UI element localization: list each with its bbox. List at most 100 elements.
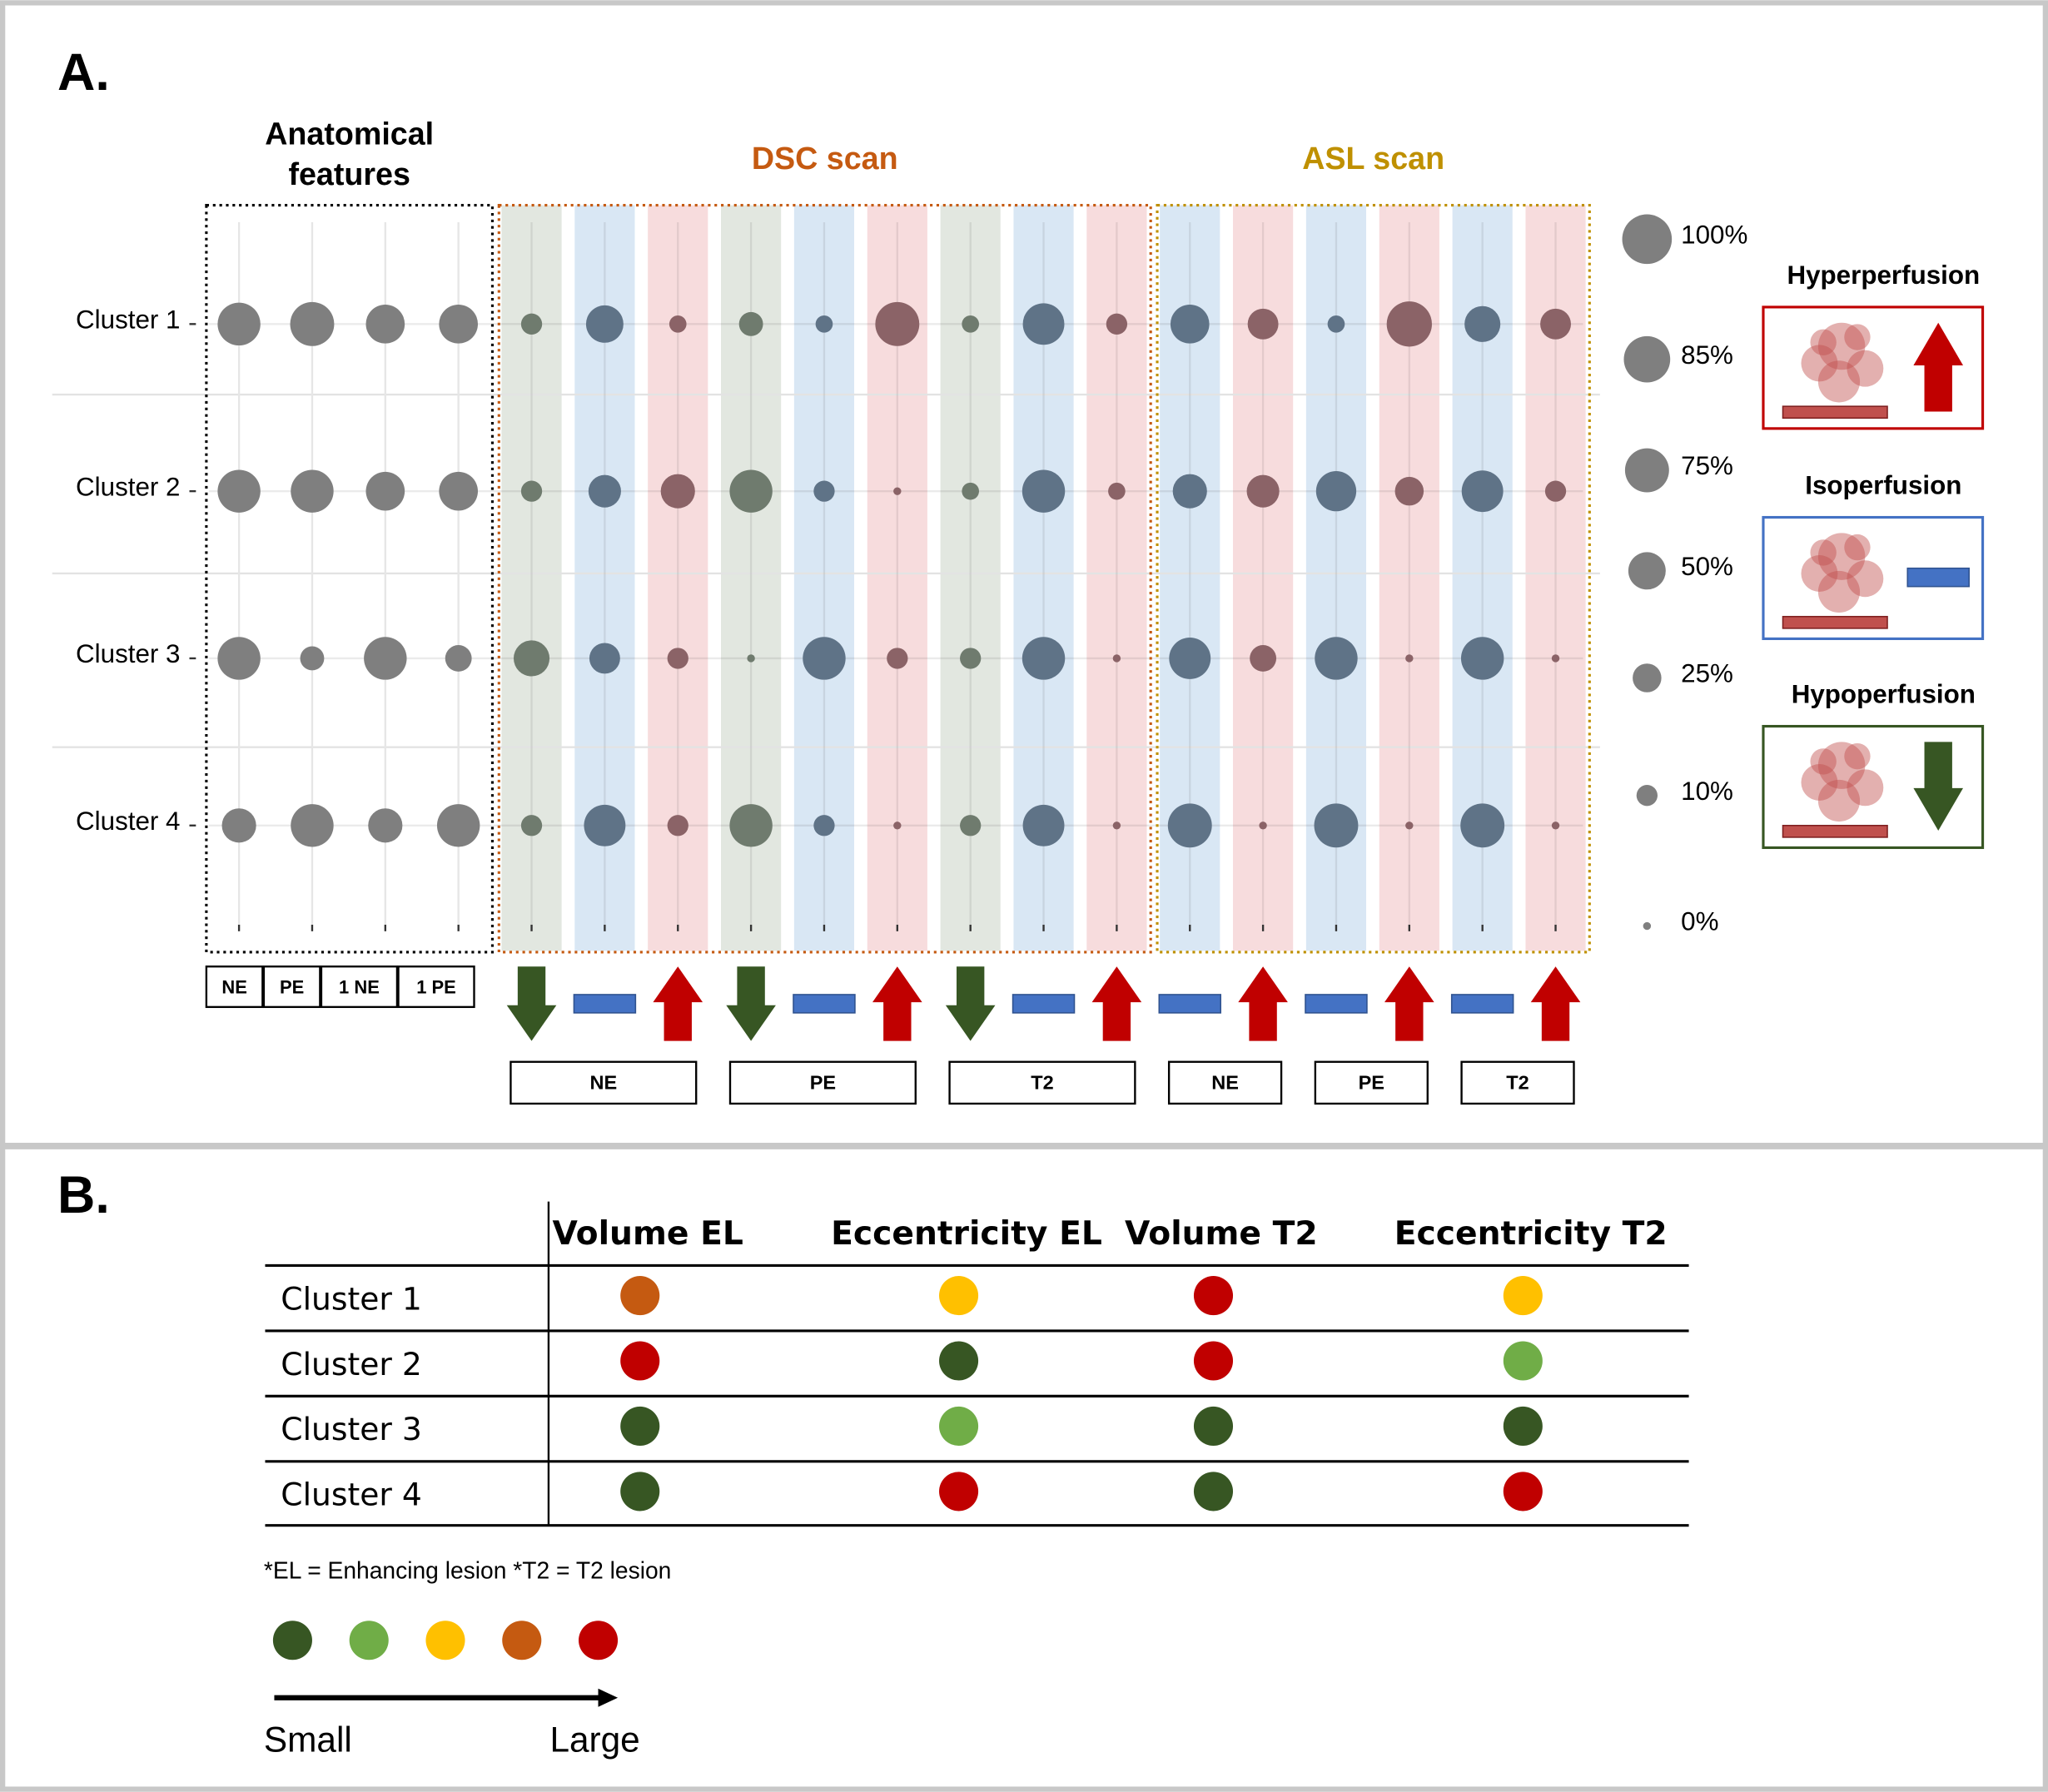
- bubble: [1247, 308, 1279, 340]
- bubble: [1169, 638, 1211, 679]
- up-arrow: [1238, 966, 1288, 1041]
- iso-bar: [573, 994, 637, 1014]
- column-label-box: [262, 965, 321, 1009]
- table-header: Volume EL: [552, 1215, 743, 1253]
- bubble: [960, 648, 982, 669]
- subgroup-box: [1314, 1060, 1429, 1105]
- bubble: [1167, 803, 1212, 848]
- bubble: [887, 648, 908, 669]
- group-box: [1156, 203, 1591, 954]
- iso-bar: [793, 994, 856, 1014]
- tumor-icon: [1844, 534, 1871, 561]
- bubble: [291, 469, 334, 513]
- tumor-icon: [1801, 345, 1838, 382]
- iso-bar: [1012, 994, 1076, 1014]
- bubble: [669, 315, 687, 333]
- column-label: NE: [221, 977, 247, 998]
- bubble: [439, 471, 478, 511]
- scale-dot: [502, 1621, 542, 1660]
- column-label-box: [320, 965, 399, 1009]
- bubble: [364, 637, 407, 680]
- bubble: [962, 482, 979, 500]
- bubble: [368, 808, 403, 843]
- table-dot: [1503, 1276, 1543, 1316]
- group-box: [497, 203, 1152, 954]
- column-label-box: [397, 965, 475, 1009]
- down-arrow: [945, 966, 996, 1041]
- iso-bar: [1305, 994, 1368, 1014]
- scale-dot: [272, 1621, 312, 1660]
- bubble: [1170, 305, 1210, 344]
- table-dot: [939, 1472, 979, 1512]
- size-legend-label: 100%: [1681, 220, 1747, 249]
- bubble: [1327, 315, 1345, 333]
- perfusion-legend-title: Isoperfusion: [1805, 471, 1961, 500]
- size-legend-label: 0%: [1681, 907, 1718, 936]
- bubble: [1022, 303, 1065, 345]
- bubble: [660, 474, 695, 509]
- footnote: *EL = Enhancing lesion *T2 = T2 lesion: [264, 1557, 671, 1584]
- table-dot: [1193, 1276, 1234, 1316]
- bubble: [1394, 476, 1424, 506]
- bubble: [439, 305, 478, 344]
- table-dot: [939, 1341, 979, 1381]
- table-row-label: Cluster 1: [281, 1280, 422, 1317]
- subgroup-label: NE: [1211, 1072, 1239, 1094]
- bubble: [667, 648, 688, 669]
- bubble: [1022, 804, 1065, 846]
- row-label: Cluster 1: [76, 305, 180, 334]
- bubble: [520, 313, 543, 335]
- table-row-label: Cluster 3: [281, 1411, 422, 1447]
- bubble: [1405, 822, 1414, 830]
- bubble: [1551, 654, 1560, 663]
- subgroup-box: [510, 1060, 698, 1105]
- table-dot: [1503, 1341, 1543, 1381]
- scale-dot: [349, 1621, 389, 1660]
- subgroup-label: T2: [1031, 1072, 1053, 1094]
- perfusion-legend-title: Hyperperfusion: [1787, 261, 1980, 290]
- table-dot: [1193, 1472, 1234, 1512]
- bubble: [291, 804, 334, 847]
- tumor-icon: [1817, 742, 1866, 789]
- up-arrow: [1091, 966, 1142, 1041]
- iso-bar: [1158, 994, 1221, 1014]
- tumor-icon: [1810, 329, 1837, 355]
- column-label-box: [205, 965, 264, 1009]
- panel-label: A.: [57, 43, 110, 102]
- table-header: Eccentricity EL: [831, 1215, 1102, 1253]
- tumor-icon: [1817, 322, 1866, 370]
- group-title: DSC scan: [752, 141, 898, 176]
- bubble: [217, 469, 261, 513]
- bubble: [893, 822, 902, 830]
- table-dot: [1503, 1406, 1543, 1446]
- tumor-icon: [1817, 360, 1861, 403]
- subgroup-box: [1167, 1060, 1283, 1105]
- bubble: [1112, 822, 1121, 830]
- bubble: [1108, 482, 1126, 500]
- scale-label: Small: [264, 1720, 352, 1759]
- subgroup-label: T2: [1506, 1072, 1529, 1094]
- down-arrow: [726, 966, 776, 1041]
- up-arrow: [1530, 966, 1581, 1041]
- bubble: [217, 302, 261, 346]
- table-dot: [620, 1341, 660, 1381]
- size-legend-mark: [1628, 552, 1666, 590]
- table-dot: [620, 1406, 660, 1446]
- bubble: [1246, 474, 1280, 508]
- tumor-icon: [1817, 570, 1861, 613]
- bubble: [1172, 474, 1207, 509]
- up-arrow: [1384, 966, 1434, 1041]
- bubble: [960, 815, 982, 836]
- tumor-icon: [1810, 748, 1837, 775]
- bubble: [1315, 637, 1358, 680]
- scale-dot: [425, 1621, 465, 1660]
- table-header: Volume T2: [1125, 1215, 1318, 1253]
- scale-arrow-head: [598, 1688, 619, 1707]
- size-legend-label: 50%: [1681, 552, 1733, 581]
- bubble: [221, 808, 256, 843]
- bubble: [1315, 470, 1357, 512]
- bubble: [520, 480, 543, 502]
- bubble: [1259, 822, 1267, 830]
- row-label: Cluster 2: [76, 472, 180, 501]
